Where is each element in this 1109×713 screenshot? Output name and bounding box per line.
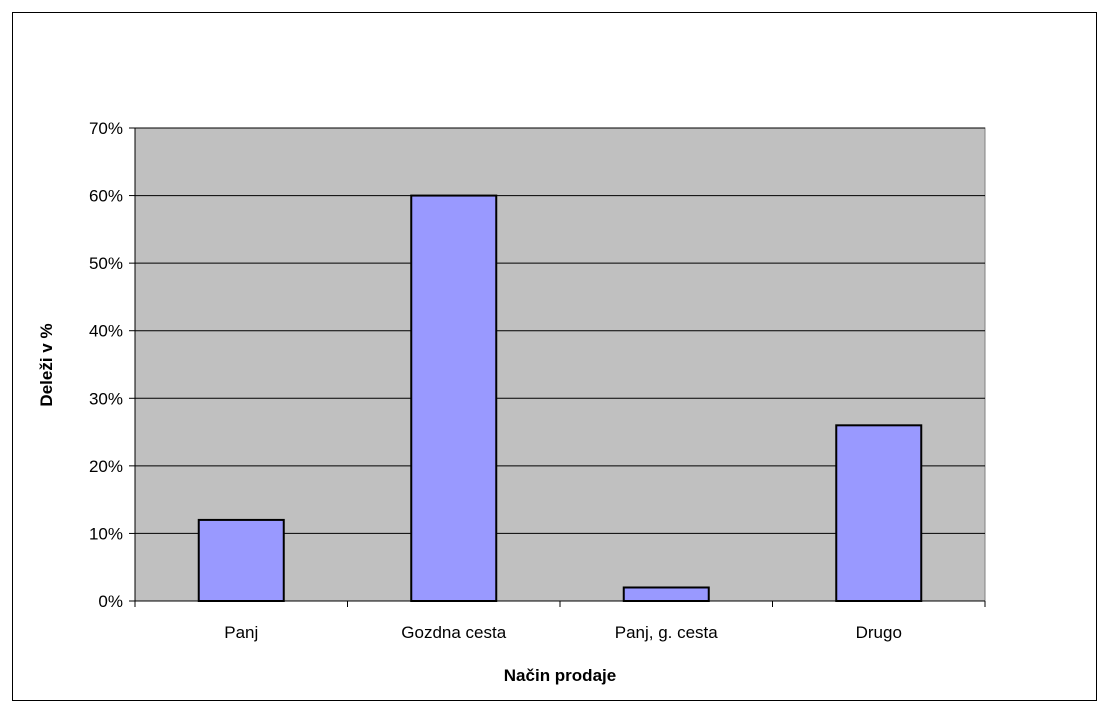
y-axis-title: Deleži v % xyxy=(37,323,56,406)
x-tick-label: Gozdna cesta xyxy=(401,623,506,642)
y-tick-label: 30% xyxy=(89,389,123,408)
y-tick-label: 20% xyxy=(89,457,123,476)
y-tick-label: 60% xyxy=(89,187,123,206)
bar-panj xyxy=(197,518,285,603)
axes xyxy=(129,127,986,607)
gridlines xyxy=(135,127,985,534)
y-tick-label: 50% xyxy=(89,254,123,273)
x-tick-labels: Panj Gozdna cesta Panj, g. cesta Drugo xyxy=(224,623,902,642)
bar-gozdna-cesta xyxy=(410,194,498,602)
x-tick-label: Drugo xyxy=(856,623,902,642)
x-axis-title: Način prodaje xyxy=(504,666,616,685)
bars xyxy=(197,194,923,603)
y-tick-label: 40% xyxy=(89,322,123,341)
y-tick-label: 0% xyxy=(98,592,123,611)
bar-panj-g-cesta xyxy=(622,586,710,603)
x-tick-label: Panj xyxy=(224,623,258,642)
y-tick-label: 70% xyxy=(89,119,123,138)
x-tick-label: Panj, g. cesta xyxy=(615,623,719,642)
bar-drugo xyxy=(835,424,923,603)
y-tick-labels: 0% 10% 20% 30% 40% 50% 60% 70% xyxy=(89,119,123,611)
y-tick-label: 10% xyxy=(89,524,123,543)
